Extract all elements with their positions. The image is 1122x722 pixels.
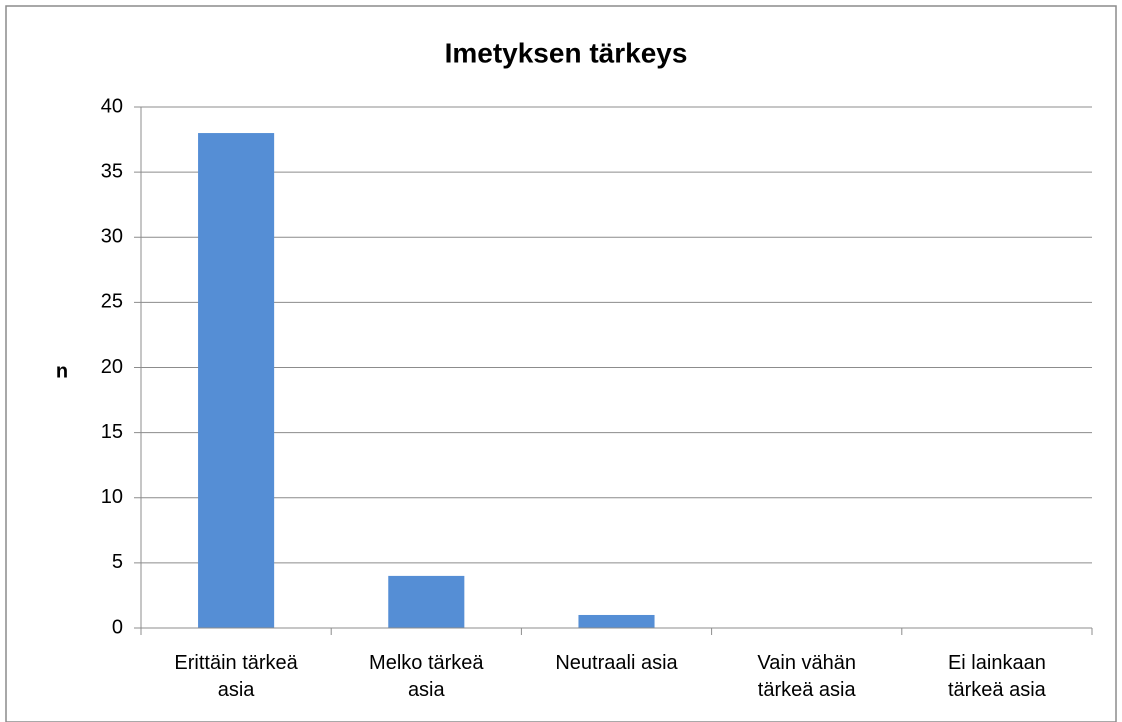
x-tick-label: Melko tärkeä asia	[369, 652, 484, 701]
y-tick-label: 0	[112, 616, 123, 638]
x-tick-label: Vain vähän tärkeä asia	[757, 652, 856, 701]
x-tick-label: Erittäin tärkeä asia	[174, 652, 298, 701]
bar	[198, 133, 275, 629]
y-tick-label: 20	[101, 356, 123, 378]
y-tick-label: 15	[101, 421, 123, 443]
x-tick-label: Ei lainkaan tärkeä asia	[947, 652, 1046, 701]
y-tick-label: 40	[101, 95, 123, 117]
y-tick-label: 25	[101, 291, 123, 313]
y-tick-label: 5	[112, 551, 123, 573]
chart-border	[5, 5, 1117, 722]
y-tick-label: 35	[101, 160, 123, 182]
y-axis-label: n	[56, 360, 68, 382]
chart-title: Imetyksen tärkeys	[445, 37, 688, 68]
bar	[578, 614, 655, 628]
y-tick-label: 10	[101, 486, 123, 508]
bar	[388, 575, 465, 628]
x-tick-label: Neutraali asia	[555, 652, 678, 674]
y-tick-label: 30	[101, 226, 123, 248]
